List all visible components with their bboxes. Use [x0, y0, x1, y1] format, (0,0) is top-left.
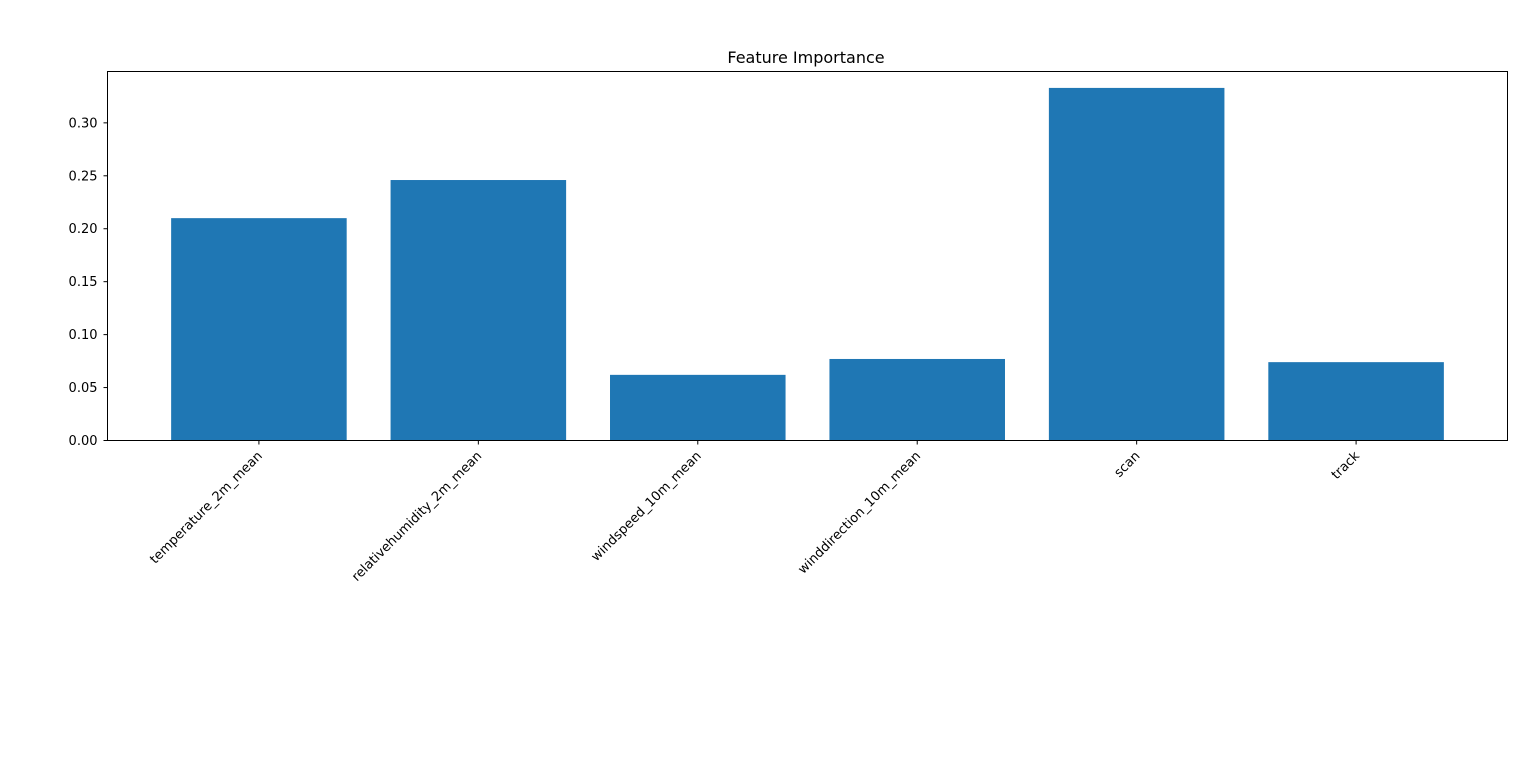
- y-axis: 0.00 0.05 0.10 0.15 0.20 0.25 0.30: [69, 116, 108, 449]
- bar-relativehumidity_2m_mean: [390, 180, 567, 441]
- bar-track: [1268, 362, 1444, 441]
- bar-windspeed_10m_mean: [610, 374, 786, 441]
- bar-temperature_2m_mean: [171, 218, 347, 441]
- y-tick-label: 0.15: [69, 275, 98, 290]
- y-tick-label: 0.10: [69, 328, 98, 343]
- y-tick-label: 0.05: [69, 381, 98, 396]
- chart-title: Feature Importance: [727, 48, 884, 67]
- bars-group: [171, 87, 1444, 441]
- y-tick-label: 0.20: [69, 222, 98, 237]
- plot-frame: [107, 71, 1508, 441]
- y-tick-label: 0.30: [69, 116, 98, 131]
- bar-scan: [1048, 87, 1225, 441]
- y-tick-label: 0.00: [69, 434, 98, 449]
- y-tick-label: 0.25: [69, 169, 98, 184]
- bar-winddirection_10m_mean: [829, 358, 1005, 441]
